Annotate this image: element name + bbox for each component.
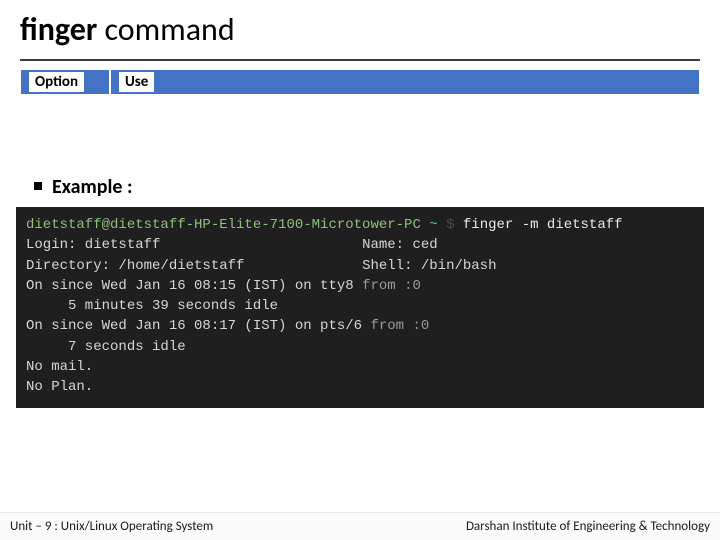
term-line-6: 7 seconds idle xyxy=(26,339,186,355)
example-heading: Example : xyxy=(34,175,700,199)
term-line-1a: Login: dietstaff xyxy=(26,237,160,253)
term-line-5a: On since Wed Jan 16 08:17 (IST) on pts/6 xyxy=(26,318,370,334)
term-pad-2 xyxy=(244,258,362,274)
footer-right: Darshan Institute of Engineering & Techn… xyxy=(466,519,710,534)
term-line-1b: Name: ced xyxy=(362,237,438,253)
bullet-icon xyxy=(34,182,42,190)
table-header-use: Use xyxy=(110,69,700,95)
term-line-5b: from :0 xyxy=(370,318,429,334)
example-label-text: Example : xyxy=(52,175,133,199)
table-header-use-label: Use xyxy=(119,72,154,92)
footer-left: Unit – 9 : Unix/Linux Operating System xyxy=(10,519,213,534)
term-line-2a: Directory: /home/dietstaff xyxy=(26,258,244,274)
prompt-userhost: dietstaff@dietstaff-HP-Elite-7100-Microt… xyxy=(26,217,421,233)
term-pad-1 xyxy=(160,237,362,253)
prompt-path: ~ xyxy=(429,217,437,233)
prompt-symbol: $ xyxy=(446,217,454,233)
options-table-header: Option Use xyxy=(20,69,700,95)
title-normal: command xyxy=(97,10,234,49)
terminal-output: dietstaff@dietstaff-HP-Elite-7100-Microt… xyxy=(16,207,704,408)
slide-title: finger command xyxy=(20,10,700,49)
prompt-command: finger -m dietstaff xyxy=(463,217,623,233)
term-line-2b: Shell: /bin/bash xyxy=(362,258,496,274)
term-line-3a: On since Wed Jan 16 08:15 (IST) on tty8 xyxy=(26,278,362,294)
table-header-option: Option xyxy=(20,69,110,95)
term-line-3b: from :0 xyxy=(362,278,421,294)
slide-title-area: finger command xyxy=(0,0,720,55)
slide-footer: Unit – 9 : Unix/Linux Operating System D… xyxy=(0,512,720,540)
term-line-7: No mail. xyxy=(26,359,93,375)
term-line-8: No Plan. xyxy=(26,379,93,395)
title-bold: finger xyxy=(20,10,97,49)
table-header-option-label: Option xyxy=(29,72,84,92)
title-underline xyxy=(20,59,700,61)
term-line-4: 5 minutes 39 seconds idle xyxy=(26,298,278,314)
